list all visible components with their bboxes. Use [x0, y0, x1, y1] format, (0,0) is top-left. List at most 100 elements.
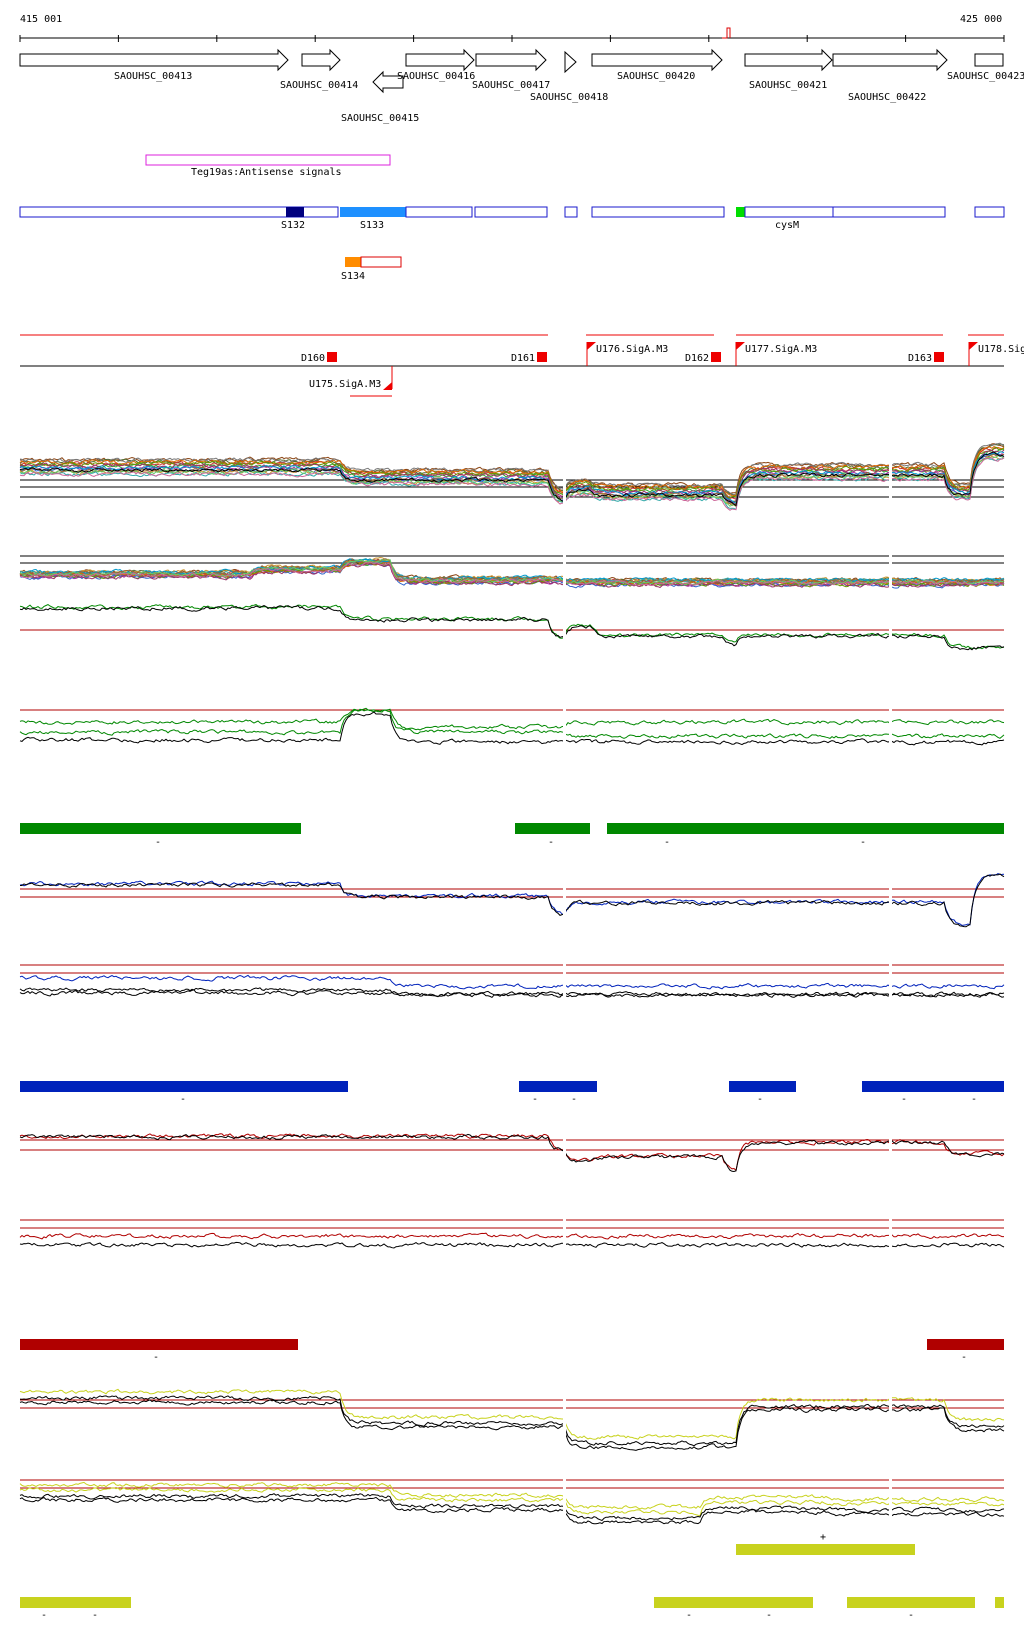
profile-line: [19, 1133, 1005, 1173]
promoter-u177[interactable]: [735, 342, 745, 366]
blue-bar-sign: -: [901, 1094, 907, 1105]
profile-line: [19, 451, 1005, 507]
gene-label: SAOUHSC_00418: [530, 92, 608, 103]
yellow-segment-bars: + - - - - -: [20, 1532, 1004, 1621]
profile-line: [19, 987, 1005, 998]
profile-line: [19, 1388, 1005, 1440]
profile-line: [19, 1395, 1005, 1447]
yellow-bar[interactable]: [20, 1597, 131, 1608]
profile-line: [19, 451, 1005, 504]
ruler-start-label: 415 001: [20, 14, 62, 25]
terminator-d160[interactable]: [327, 352, 337, 362]
profile-line: [19, 604, 1005, 650]
profile-line: [19, 711, 1005, 746]
ruler-end-label: 425 000: [960, 14, 1002, 25]
profile-line: [19, 442, 1004, 496]
gene-label: SAOUHSC_00420: [617, 71, 695, 82]
profile-line: [19, 1232, 1004, 1240]
profile-line: [19, 1487, 1005, 1517]
antisense-region[interactable]: [145, 154, 391, 166]
terminator-d161-label: D161: [511, 353, 535, 364]
promoter-u178-label: U178.SigA.M3: [978, 344, 1024, 355]
segment-s133-label: S133: [360, 220, 384, 231]
green-bar[interactable]: [515, 823, 590, 834]
profile-line: [19, 457, 1005, 511]
segment-track: S132 S133 cysM S134: [19, 206, 1005, 282]
gene-arrow[interactable]: SAOUHSC_00415: [341, 70, 419, 124]
blue-bar-sign: -: [757, 1094, 763, 1105]
gene-label: SAOUHSC_00416: [397, 71, 475, 82]
segment-s133[interactable]: [340, 207, 406, 217]
green-bar-sign: -: [664, 837, 670, 848]
yellow-bar[interactable]: [995, 1597, 1004, 1608]
profile-line: [19, 1496, 1005, 1525]
blue-bar[interactable]: [20, 1081, 348, 1092]
green-bar-sign: -: [548, 837, 554, 848]
segment-s132-label: S132: [281, 220, 305, 231]
terminator-d162-label: D162: [685, 353, 709, 364]
terminator-d160-label: D160: [301, 353, 325, 364]
yellow-bar-sign: -: [92, 1610, 98, 1621]
gene-label: SAOUHSC_00421: [749, 80, 827, 91]
gene-label: SAOUHSC_00422: [848, 92, 926, 103]
yellow-bar-sign: -: [766, 1610, 772, 1621]
promoter-u176[interactable]: [586, 342, 596, 366]
gene-arrow[interactable]: SAOUHSC_00423: [947, 53, 1024, 82]
gene-label: SAOUHSC_00423: [947, 71, 1024, 82]
terminator-d161[interactable]: [537, 352, 547, 362]
promoter-u175-label: U175.SigA.M3: [309, 379, 381, 390]
promoter-u178[interactable]: [968, 342, 978, 366]
profile-line: [19, 873, 1005, 926]
red-bar-sign: -: [961, 1352, 967, 1363]
gene-track: SAOUHSC_00413 SAOUHSC_00414 SAOUHSC_0041…: [19, 48, 1024, 124]
profile-line: [19, 707, 1005, 731]
red-bar-sign: -: [153, 1352, 159, 1363]
blue-bar-sign: -: [571, 1094, 577, 1105]
terminator-d163[interactable]: [934, 352, 944, 362]
gene-label: SAOUHSC_00414: [280, 80, 358, 91]
blue-bar[interactable]: [519, 1081, 597, 1092]
profile-line: [19, 1481, 1005, 1510]
green-bar[interactable]: [607, 823, 1004, 834]
green-segment-bars: - - - -: [20, 823, 1004, 848]
terminator-d162[interactable]: [711, 352, 721, 362]
segment-cysm-label: cysM: [775, 220, 799, 231]
gene-arrow[interactable]: SAOUHSC_00413: [19, 48, 289, 82]
blue-bar[interactable]: [729, 1081, 796, 1092]
gene-arrow[interactable]: SAOUHSC_00416: [397, 48, 475, 82]
gene-arrow[interactable]: SAOUHSC_00417: [472, 48, 550, 91]
red-bar[interactable]: [20, 1339, 298, 1350]
profile-line: [19, 974, 1005, 990]
gene-arrow[interactable]: SAOUHSC_00418: [530, 50, 608, 103]
yellow-bar[interactable]: [654, 1597, 813, 1608]
antisense-label: Teg19as:Antisense signals: [191, 167, 342, 178]
blue-bar[interactable]: [862, 1081, 1004, 1092]
gene-arrow[interactable]: SAOUHSC_00421: [744, 48, 833, 91]
profile-line: [19, 989, 1005, 999]
expression-profiles: [19, 442, 1005, 1525]
profile-line: [19, 449, 1005, 503]
green-bar[interactable]: [20, 823, 301, 834]
profile-line: [19, 558, 1005, 585]
blue-bar-sign: -: [180, 1094, 186, 1105]
terminator-d163-label: D163: [908, 353, 932, 364]
profile-line: [19, 1241, 1005, 1249]
yellow-bar-sign: -: [908, 1610, 914, 1621]
red-segment-bars: - -: [20, 1339, 1004, 1363]
green-bar-sign: -: [860, 837, 866, 848]
promoter-u177-label: U177.SigA.M3: [745, 344, 817, 355]
yellow-bar[interactable]: [847, 1597, 975, 1608]
segment-cysm-marker[interactable]: [736, 207, 745, 217]
gene-arrow[interactable]: SAOUHSC_00422: [832, 48, 948, 103]
blue-bar-sign: -: [532, 1094, 538, 1105]
segment-s134[interactable]: [345, 257, 361, 267]
profile-line: [19, 1399, 1005, 1451]
yellow-bar[interactable]: [736, 1544, 915, 1555]
gene-arrow[interactable]: SAOUHSC_00414: [280, 48, 358, 91]
red-bar[interactable]: [927, 1339, 1004, 1350]
segment-s132[interactable]: [286, 207, 304, 217]
promoter-u175[interactable]: [383, 366, 393, 390]
gene-arrow[interactable]: SAOUHSC_00420: [591, 48, 723, 82]
yellow-bar-sign: +: [820, 1532, 826, 1543]
